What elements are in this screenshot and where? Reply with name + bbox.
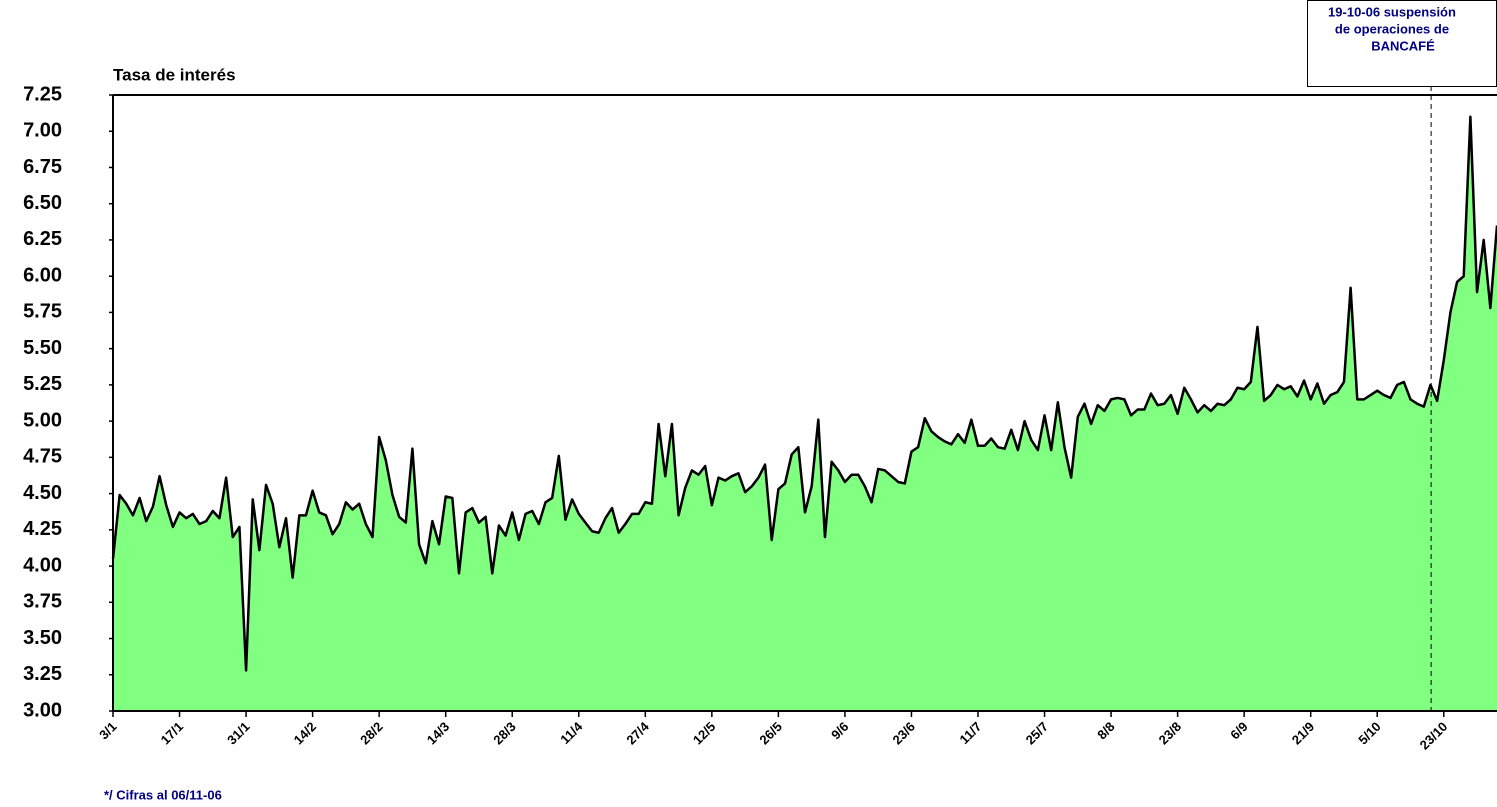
x-tick-label: 26/5 [756, 719, 785, 748]
y-tick-label: 5.75 [23, 301, 62, 323]
y-tick-label: 4.50 [23, 482, 62, 504]
y-tick-label: 3.00 [23, 699, 62, 721]
y-tick-label: 5.50 [23, 337, 62, 359]
y-tick-label: 6.75 [23, 156, 62, 178]
y-tick-label: 3.25 [23, 663, 62, 685]
annotation-box [1307, 0, 1497, 87]
footnote: */ Cifras al 06/11-06 [104, 787, 222, 802]
x-tick-label: 9/6 [828, 719, 851, 742]
x-tick-label: 23/8 [1156, 719, 1185, 748]
x-tick-label: 3/1 [96, 719, 119, 742]
x-tick-label: 27/4 [623, 718, 652, 747]
x-tick-label: 6/9 [1227, 719, 1250, 742]
y-tick-label: 6.00 [23, 264, 62, 286]
chart-title: Tasa de interés [113, 65, 236, 84]
line [111, 115, 1497, 672]
annotation-text: 19-10-06 suspensión [1328, 4, 1456, 19]
x-tick-label: 28/2 [357, 719, 386, 748]
x-tick-label: 11/7 [957, 719, 985, 747]
x-tick-label: 25/7 [1023, 719, 1052, 748]
x-tick-label: 23/6 [890, 719, 919, 748]
x-tick-label: 23/10 [1417, 719, 1451, 753]
x-tick-label: 14/3 [424, 719, 453, 748]
x-tick-label: 8/8 [1094, 719, 1117, 742]
x-tick-label: 5/10 [1355, 719, 1384, 748]
x-tick-label: 21/9 [1289, 719, 1318, 748]
area [113, 116, 1497, 712]
annotation-text: BANCAFÉ [1371, 38, 1435, 53]
x-tick-label: 28/3 [490, 719, 519, 748]
x-tick-label: 12/5 [690, 719, 719, 748]
x-tick-label: 17/1 [158, 719, 187, 748]
y-tick-label: 5.25 [23, 373, 62, 395]
x-tick-label: 11/4 [557, 718, 586, 747]
y-tick-label: 3.75 [23, 591, 62, 613]
y-tick-label: 4.00 [23, 554, 62, 576]
y-tick-label: 5.00 [23, 409, 62, 431]
annotation-text: de operaciones de [1335, 21, 1449, 36]
y-tick-label: 4.25 [23, 518, 62, 540]
y-tick-label: 6.25 [23, 228, 62, 250]
y-tick-label: 4.75 [23, 446, 62, 468]
y-tick-label: 7.25 [23, 83, 62, 105]
y-tick-label: 6.50 [23, 192, 62, 214]
y-tick-label: 7.00 [23, 120, 62, 142]
x-tick-label: 14/2 [291, 719, 320, 748]
x-tick-label: 31/1 [224, 719, 253, 748]
y-tick-label: 3.50 [23, 627, 62, 649]
